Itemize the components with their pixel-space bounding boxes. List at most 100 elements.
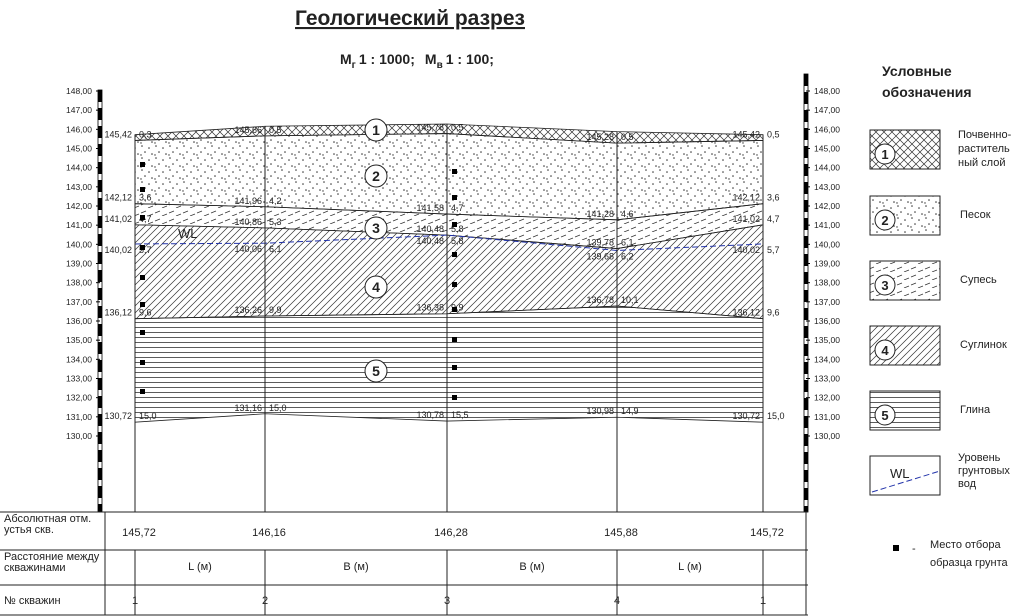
elevation-label: 134,00 xyxy=(814,354,840,364)
sample-marker xyxy=(140,360,145,365)
depth-label: 0,5 xyxy=(269,125,282,135)
legend-title: Условные xyxy=(882,63,952,79)
level-label: 145,42 xyxy=(732,129,760,139)
level-label: 130,98 xyxy=(586,406,614,416)
elevation-label: 132,00 xyxy=(814,393,840,403)
depth-label: 6,1 xyxy=(269,244,282,254)
elevation-label: 139,00 xyxy=(66,259,92,269)
level-label: 136,12 xyxy=(732,308,760,318)
depth-label: 3,6 xyxy=(767,193,780,203)
depth-label: 5,7 xyxy=(767,245,780,255)
level-label: 140,02 xyxy=(104,245,132,255)
scale-value: 1 : 100; xyxy=(446,51,494,67)
level-label: 141,02 xyxy=(732,214,760,224)
depth-label: 5,8 xyxy=(451,236,464,246)
row-label: устья скв. xyxy=(4,524,54,536)
water-level xyxy=(134,234,764,251)
level-label: 140,02 xyxy=(732,245,760,255)
sample-marker xyxy=(140,245,145,250)
level-label: 131,16 xyxy=(234,403,262,413)
legend-circle xyxy=(874,143,896,165)
legend-circle xyxy=(874,404,896,426)
legend-label: Супесь xyxy=(960,274,997,286)
elevation-label: 130,00 xyxy=(66,431,92,441)
depth-label: 5,7 xyxy=(139,245,152,255)
depth-label: 0,3 xyxy=(139,129,152,139)
level-label: 136,78 xyxy=(586,295,614,305)
level-label: 139,78 xyxy=(586,238,614,248)
depth-label: 6,1 xyxy=(621,238,634,248)
depth-label: 15,5 xyxy=(451,410,469,420)
borehole-number: 1 xyxy=(132,595,138,607)
legend-label: Почвенно- xyxy=(958,129,1012,141)
elevation-label: 133,00 xyxy=(66,374,92,384)
borehole-number: 3 xyxy=(444,595,450,607)
depth-label: 0,5 xyxy=(621,132,634,142)
level-label: 139,68 xyxy=(586,251,614,261)
legend-number: 1 xyxy=(881,147,888,162)
layer-number: 5 xyxy=(372,363,380,379)
elevation-label: 140,00 xyxy=(66,239,92,249)
level-label: 142,12 xyxy=(104,193,132,203)
title: Геологический разрез xyxy=(295,7,525,30)
surface-mark: 146,16 xyxy=(252,527,286,539)
legend-label: образца грунта xyxy=(930,557,1009,569)
row-label: Абсолютная отм. xyxy=(4,513,91,525)
surface-mark: 146,28 xyxy=(434,527,468,539)
elevation-label: 133,00 xyxy=(814,374,840,384)
level-label: 145,66 xyxy=(234,125,262,135)
elevation-label: 144,00 xyxy=(66,163,92,173)
legend-number: 4 xyxy=(881,343,889,358)
water-label: WL xyxy=(178,226,198,241)
depth-label: 9,6 xyxy=(139,308,152,318)
legend-number: 2 xyxy=(881,213,888,228)
elevation-label: 139,00 xyxy=(814,259,840,269)
elevation-label: 143,00 xyxy=(66,182,92,192)
layer-circle xyxy=(364,275,388,299)
level-label: 130,72 xyxy=(104,411,132,421)
depth-label: 14,9 xyxy=(621,406,639,416)
depth-label: 15,0 xyxy=(139,411,157,421)
legend-title: обозначения xyxy=(882,84,972,100)
scale-value: 1 : 1000; xyxy=(359,51,415,67)
elevation-label: 138,00 xyxy=(814,278,840,288)
legend-label: ный слой xyxy=(958,157,1006,169)
legend-circle xyxy=(874,209,896,231)
elevation-label: 136,00 xyxy=(814,316,840,326)
depth-label: 4,7 xyxy=(139,214,152,224)
layer-5 xyxy=(134,305,764,423)
elevation-label: 142,00 xyxy=(814,201,840,211)
depth-label: 9,6 xyxy=(767,308,780,318)
level-label: 141,58 xyxy=(416,203,444,213)
elevation-label: 132,00 xyxy=(66,393,92,403)
elevation-label: 141,00 xyxy=(66,220,92,230)
level-label: 145,42 xyxy=(104,129,132,139)
depth-label: 6,2 xyxy=(621,251,634,261)
elevation-label: 140,00 xyxy=(814,239,840,249)
depth-label: 3,6 xyxy=(139,193,152,203)
layer-number: 1 xyxy=(372,122,380,138)
depth-label: 4,7 xyxy=(767,214,780,224)
sample-marker xyxy=(452,337,457,342)
depth-label: 15,0 xyxy=(269,403,287,413)
level-label: 141,96 xyxy=(234,196,262,206)
layer-circle xyxy=(364,118,388,142)
legend-label: грунтовых xyxy=(958,465,1010,477)
scale: Мг 1 : 1000; Мв 1 : 100; xyxy=(340,51,494,71)
row-label: № скважин xyxy=(4,595,61,607)
elevation-label: 144,00 xyxy=(814,163,840,173)
sample-marker xyxy=(452,169,457,174)
sample-marker xyxy=(140,302,145,307)
legend-circle xyxy=(874,339,896,361)
elevation-label: 146,00 xyxy=(66,124,92,134)
sample-marker xyxy=(140,389,145,394)
distance: B (м) xyxy=(343,561,368,573)
layer-number: 2 xyxy=(372,168,380,184)
legend-water xyxy=(871,470,941,493)
sample-marker xyxy=(140,330,145,335)
depth-label: 9,9 xyxy=(269,305,282,315)
sample-marker xyxy=(452,195,457,200)
depth-label: 10,1 xyxy=(621,295,639,305)
elevation-label: 146,00 xyxy=(814,124,840,134)
